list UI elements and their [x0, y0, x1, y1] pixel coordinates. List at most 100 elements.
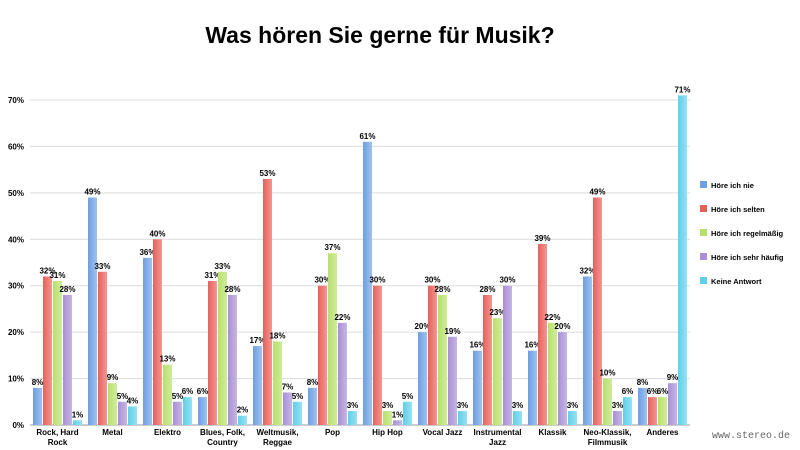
- x-tick-label: Pop: [325, 428, 340, 437]
- watermark: www.stereo.de: [711, 431, 790, 442]
- legend-label: Höre ich nie: [711, 181, 754, 190]
- bar: [118, 401, 127, 425]
- data-label: 31%: [49, 271, 65, 280]
- bar: [438, 295, 447, 425]
- bar: [548, 322, 557, 425]
- bar: [73, 420, 82, 425]
- data-label: 18%: [269, 331, 285, 340]
- data-label: 16%: [524, 341, 540, 350]
- data-label: 30%: [499, 276, 515, 285]
- data-label: 1%: [392, 410, 404, 419]
- bar: [538, 243, 547, 425]
- bar: [218, 271, 227, 425]
- data-label: 4%: [127, 396, 139, 405]
- legend-swatch: [700, 205, 707, 212]
- data-label: 30%: [424, 276, 440, 285]
- y-tick-label: 60%: [8, 142, 24, 151]
- x-tick-label: Rock, Hard: [36, 428, 78, 437]
- bar: [648, 397, 657, 425]
- data-label: 3%: [567, 401, 579, 410]
- data-label: 49%: [84, 188, 100, 197]
- data-label: 9%: [107, 373, 119, 382]
- bar: [43, 276, 52, 425]
- data-label: 28%: [59, 285, 75, 294]
- data-label: 28%: [479, 285, 495, 294]
- x-tick-label: Hip Hop: [372, 428, 403, 437]
- bar: [383, 411, 392, 425]
- bar: [293, 401, 302, 425]
- bar: [668, 383, 677, 425]
- data-label: 37%: [324, 243, 340, 252]
- data-label: 32%: [39, 266, 55, 275]
- data-label: 3%: [382, 401, 394, 410]
- data-label: 22%: [544, 313, 560, 322]
- bar: [393, 420, 402, 425]
- legend-label: Höre ich sehr häufig: [711, 253, 784, 262]
- bar: [513, 411, 522, 425]
- y-tick-label: 30%: [8, 282, 24, 291]
- legend-swatch: [700, 277, 707, 284]
- bar: [638, 387, 647, 425]
- x-tick-label: Reggae: [263, 438, 292, 447]
- bar: [623, 397, 632, 425]
- bar: [53, 281, 62, 425]
- bar: [33, 387, 42, 425]
- bar: [198, 397, 207, 425]
- data-label: 32%: [579, 266, 595, 275]
- bar: [143, 257, 152, 425]
- data-label: 5%: [292, 392, 304, 401]
- bar: [558, 332, 567, 425]
- bar: [363, 141, 372, 426]
- bar: [503, 285, 512, 425]
- data-label: 6%: [182, 387, 194, 396]
- bar: [428, 285, 437, 425]
- data-label: 36%: [139, 248, 155, 257]
- bar: [128, 406, 137, 425]
- bar: [163, 364, 172, 425]
- legend-swatch: [700, 253, 707, 260]
- legend-swatch: [700, 229, 707, 236]
- bar: [153, 239, 162, 425]
- x-tick-label: Klassik: [538, 428, 567, 437]
- bar: [473, 350, 482, 425]
- data-label: 16%: [469, 341, 485, 350]
- bar: [173, 401, 182, 425]
- x-tick-label: Filmmusik: [588, 438, 628, 447]
- bar: [328, 253, 337, 425]
- data-label: 8%: [32, 378, 44, 387]
- bar: [658, 397, 667, 425]
- data-label: 28%: [434, 285, 450, 294]
- data-label: 2%: [237, 406, 249, 415]
- x-tick-label: Weltmusik,: [256, 428, 298, 437]
- bar: [283, 392, 292, 425]
- data-label: 6%: [622, 387, 634, 396]
- bar: [308, 387, 317, 425]
- legend-label: Keine Antwort: [711, 277, 762, 286]
- bar: [458, 411, 467, 425]
- data-label: 19%: [444, 327, 460, 336]
- data-label: 5%: [402, 392, 414, 401]
- y-tick-label: 70%: [8, 96, 24, 105]
- x-tick-label: Country: [207, 438, 238, 447]
- bar: [583, 276, 592, 425]
- bar: [318, 285, 327, 425]
- bar: [448, 336, 457, 425]
- data-label: 40%: [149, 229, 165, 238]
- bar: [483, 295, 492, 425]
- legend-label: Höre ich regelmäßig: [711, 229, 784, 238]
- bar: [273, 341, 282, 425]
- x-tick-label: Blues, Folk,: [200, 428, 245, 437]
- data-label: 33%: [94, 262, 110, 271]
- data-label: 7%: [282, 383, 294, 392]
- data-label: 49%: [589, 188, 605, 197]
- bar: [593, 197, 602, 425]
- bar: [493, 318, 502, 425]
- data-label: 28%: [224, 285, 240, 294]
- data-label: 3%: [347, 401, 359, 410]
- bar: [613, 411, 622, 425]
- bar: [528, 350, 537, 425]
- data-label: 20%: [414, 322, 430, 331]
- legend-swatch: [700, 181, 707, 188]
